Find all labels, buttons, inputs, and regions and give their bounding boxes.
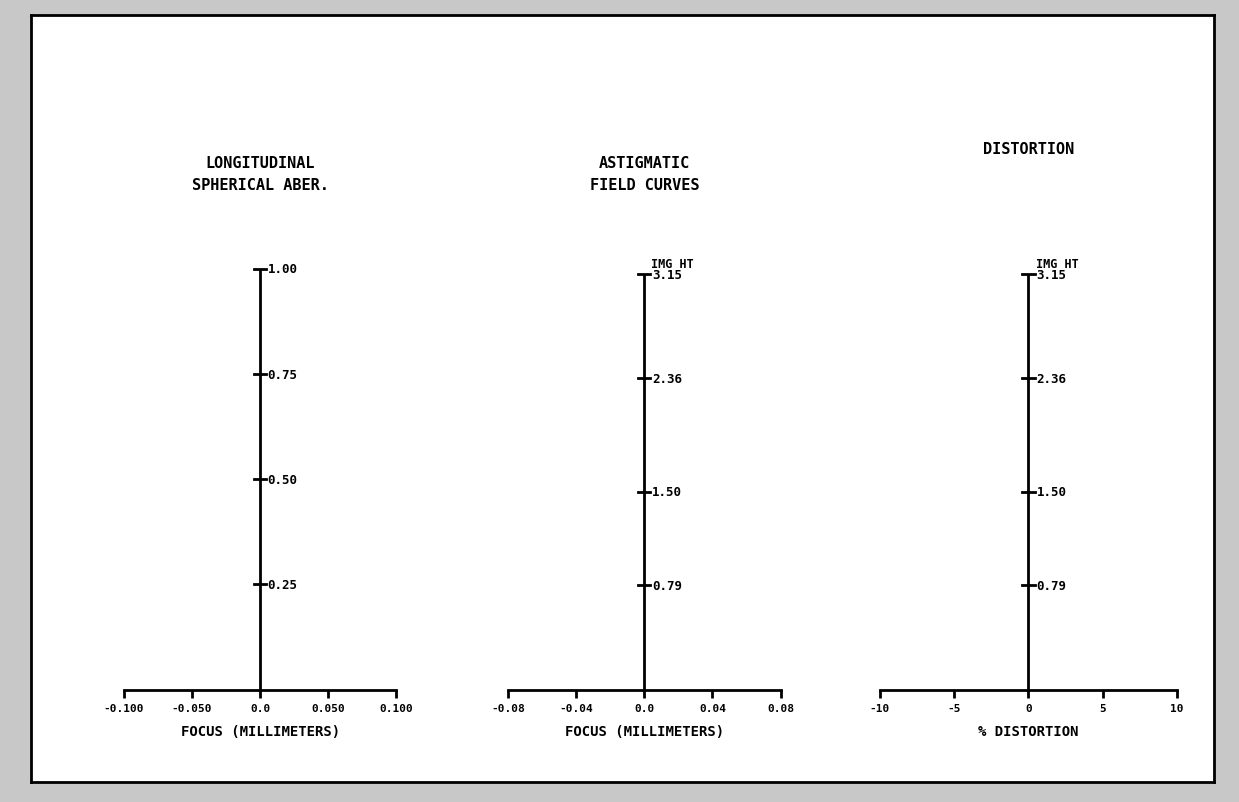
Text: ASTIGMATIC
FIELD CURVES: ASTIGMATIC FIELD CURVES	[590, 156, 699, 192]
Text: 0.79: 0.79	[1037, 579, 1067, 592]
Text: 0.79: 0.79	[652, 579, 681, 592]
Text: 2.36: 2.36	[1037, 372, 1067, 386]
Text: LONGITUDINAL
SPHERICAL ABER.: LONGITUDINAL SPHERICAL ABER.	[192, 156, 328, 192]
Text: 3.15: 3.15	[652, 269, 681, 282]
Text: 1.50: 1.50	[652, 486, 681, 499]
Text: 0.75: 0.75	[268, 368, 297, 381]
Text: 3.15: 3.15	[1037, 269, 1067, 282]
X-axis label: % DISTORTION: % DISTORTION	[978, 724, 1079, 738]
Text: 0.50: 0.50	[268, 473, 297, 486]
Text: 1.00: 1.00	[268, 263, 297, 276]
Text: IMG HT: IMG HT	[1036, 257, 1078, 271]
Text: DISTORTION: DISTORTION	[983, 141, 1074, 156]
X-axis label: FOCUS (MILLIMETERS): FOCUS (MILLIMETERS)	[565, 724, 724, 738]
X-axis label: FOCUS (MILLIMETERS): FOCUS (MILLIMETERS)	[181, 724, 339, 738]
Text: 1.50: 1.50	[1037, 486, 1067, 499]
Text: 0.25: 0.25	[268, 578, 297, 591]
Text: 2.36: 2.36	[652, 372, 681, 386]
Text: IMG HT: IMG HT	[650, 257, 694, 271]
